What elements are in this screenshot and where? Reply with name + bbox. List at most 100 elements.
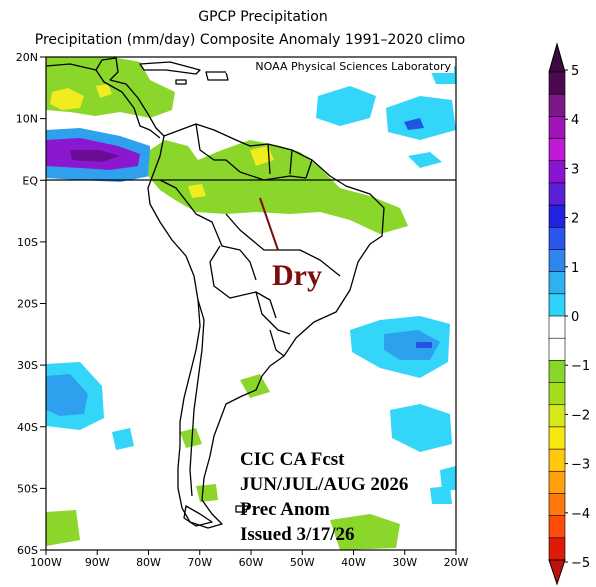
anomaly-shading — [46, 57, 456, 550]
anomaly-south-atlantic-mid-blue — [384, 330, 440, 360]
anomaly-south-pacific-small — [112, 428, 134, 450]
colorbar-bottom-arrow — [548, 559, 566, 586]
lon-tick-label: 40W — [341, 556, 366, 569]
colorbar-label: 1 — [571, 261, 579, 276]
colorbar: 5 4 3 2 1 0 −1 −2 −3 −4 −5 — [548, 42, 590, 586]
anomaly-patagonia-green — [196, 484, 218, 502]
colorbar-segment — [548, 293, 566, 317]
forecast-label-line4: Issued 3/17/26 — [240, 524, 355, 545]
wet-anomaly-pacific-core — [70, 150, 120, 162]
colorbar-segment — [548, 93, 566, 117]
lat-tick-label: 10N — [16, 113, 38, 126]
anomaly-northern-south-america — [148, 140, 408, 234]
colorbar-label: −5 — [571, 556, 590, 571]
forecast-label-line2: JUN/JUL/AUG 2026 — [240, 474, 408, 495]
cuba — [139, 61, 201, 75]
longitude-axis: 100W 90W 80W 70W 60W 50W 40W 30W 20W — [30, 550, 469, 569]
colorbar-label: 2 — [571, 212, 579, 227]
lon-tick-label: 50W — [290, 556, 315, 569]
anomaly-south-atlantic-light-blue-3 — [440, 466, 456, 490]
anomaly-south-atlantic-light-blue-2 — [390, 404, 452, 452]
colorbar-segment — [548, 337, 566, 361]
colorbar-label: 5 — [571, 64, 579, 79]
central-america-caribbean-side — [109, 79, 165, 137]
border-paraguay — [255, 291, 291, 335]
anomaly-south-green-2 — [330, 514, 400, 550]
figure-title: GPCP Precipitation — [198, 9, 327, 25]
colorbar-label: −1 — [571, 359, 590, 374]
colorbar-segment — [548, 448, 566, 472]
border-guianas — [267, 143, 313, 179]
lat-tick-label: 20N — [16, 51, 38, 64]
wet-anomaly-central-america-yellow-2 — [96, 84, 112, 98]
anomaly-south-atlantic-core — [416, 342, 432, 348]
border-ecuador-peru — [159, 179, 197, 215]
lat-tick-label: EQ — [22, 174, 38, 187]
colorbar-label: −4 — [571, 507, 590, 522]
lat-tick-label: 60S — [17, 544, 38, 557]
colorbar-label: −3 — [571, 458, 590, 473]
lon-tick-label: 80W — [136, 556, 161, 569]
lat-tick-label: 20S — [17, 298, 38, 311]
colorbar-segment — [548, 515, 566, 539]
colorbar-segment — [548, 249, 566, 273]
lon-tick-label: 30W — [392, 556, 417, 569]
falkland-islands — [235, 505, 249, 513]
border-peru-brazil — [195, 213, 257, 281]
colorbar-label: 0 — [571, 310, 579, 325]
colorbar-segment — [548, 160, 566, 184]
colorbar-segment — [548, 116, 566, 140]
colorbar-segment — [548, 470, 566, 495]
lon-tick-label: 100W — [30, 556, 62, 569]
anomaly-atlantic-blue-core — [404, 118, 424, 130]
figure-subtitle: Precipitation (mm/day) Composite Anomaly… — [35, 32, 466, 48]
credit-text: NOAA Physical Sciences Laboratory — [255, 60, 451, 73]
forecast-label-line1: CIC CA Fcst — [240, 449, 345, 470]
central-america-coast — [46, 63, 161, 139]
colorbar-segment — [548, 493, 566, 517]
anomaly-south-atlantic-small — [430, 486, 452, 504]
colorbar-segment — [548, 182, 566, 206]
tierra-del-fuego — [183, 505, 213, 527]
colorbar-segment — [548, 537, 566, 561]
lon-tick-label: 60W — [239, 556, 264, 569]
lat-tick-label: 50S — [17, 482, 38, 495]
lon-tick-label: 90W — [85, 556, 110, 569]
colorbar-label: 3 — [571, 162, 579, 177]
anomaly-southeast-pacific-mid-blue — [46, 374, 88, 416]
colorbar-segment — [548, 138, 566, 162]
border-argentina-uruguay — [269, 329, 285, 357]
anomaly-atlantic-light-blue-2 — [386, 96, 456, 140]
coastlines — [46, 57, 385, 529]
colorbar-segment — [548, 204, 566, 228]
border-brazil-north — [239, 171, 307, 181]
forecast-label-line3: Prec Anom — [240, 499, 330, 520]
colorbar-top-arrow — [548, 42, 566, 73]
lon-tick-label: 20W — [444, 556, 469, 569]
colorbar-segment — [548, 426, 566, 450]
lat-tick-label: 40S — [17, 421, 38, 434]
anomaly-south-green-1 — [46, 510, 80, 546]
forecast-label-block: CIC CA Fcst JUN/JUL/AUG 2026 Prec Anom I… — [240, 449, 408, 545]
colorbar-segment — [548, 226, 566, 251]
anomaly-argentina-green-2 — [180, 428, 202, 448]
colorbar-segment — [548, 360, 566, 384]
colorbar-label: 4 — [571, 113, 579, 128]
border-bolivia — [209, 245, 277, 319]
anomaly-yellow-spot-2 — [188, 184, 206, 198]
dry-pointer-line — [259, 197, 279, 251]
map-panel: NOAA Physical Sciences Laboratory Dry CI… — [45, 56, 457, 551]
lon-tick-label: 70W — [187, 556, 212, 569]
colorbar-segment — [548, 315, 566, 339]
lat-tick-label: 10S — [17, 236, 38, 249]
jamaica — [175, 79, 187, 85]
wet-anomaly-central-america-yellow — [50, 88, 84, 110]
dry-annotation: Dry — [272, 259, 322, 292]
border-chile-argentina — [189, 299, 205, 497]
anomaly-atlantic-small-blue — [408, 152, 442, 168]
colorbar-label: −2 — [571, 408, 590, 423]
yucatan-coast — [95, 57, 119, 81]
anomaly-argentina-green-1 — [240, 374, 270, 398]
south-america-outline — [147, 123, 385, 529]
